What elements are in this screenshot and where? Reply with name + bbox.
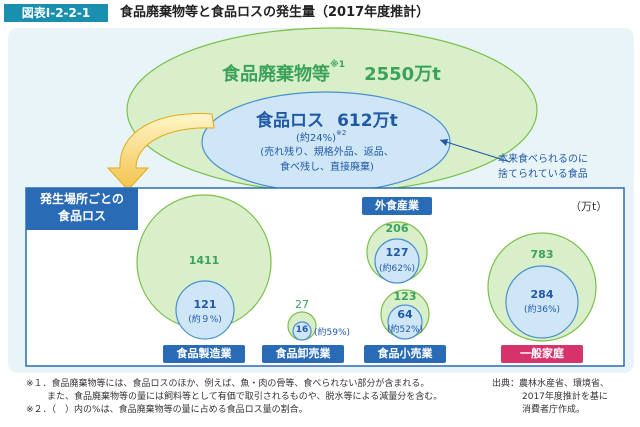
footnote-1-line2: また、食品廃棄物等の量には飼料等として有価で取引されるものや、脱水等による減量分… (47, 392, 443, 402)
food-waste-label: 食品廃棄物等 (222, 64, 330, 85)
manufacturing-loss-circle (175, 280, 235, 340)
sector-heading-line1: 発生場所ごとの (40, 192, 124, 206)
source-line1: 出典：農林水産省、環境省、 (492, 379, 610, 389)
source-line3: 消費者庁作成。 (522, 405, 586, 415)
figure-header: 図表Ⅰ-2-2-1 食品廃棄物等と食品ロスの発生量（2017年度推計） (0, 0, 640, 26)
manufacturing-loss: 121 (193, 298, 217, 311)
callout-arrowhead (440, 139, 448, 146)
food-loss-pct: (約24%) (296, 133, 337, 144)
source-line2: 2017年度推計を基に (522, 392, 608, 402)
sector-label-household: 一般家庭 (501, 345, 583, 363)
food-loss-pct-line: (約24%)※2 (296, 129, 346, 144)
household-total: 783 (530, 248, 554, 261)
food-loss-amount: 612万t (337, 111, 398, 131)
household-loss-circle (505, 265, 579, 339)
footnote-1-line1: ※１．食品廃棄物等には、食品ロスのほか、例えば、魚・肉の骨等、食べられない部分が… (26, 379, 430, 389)
callout-line2: 捨てられている食品 (498, 169, 588, 180)
figure-number: 図表Ⅰ-2-2-1 (4, 4, 108, 22)
wholesale-pct: (約59%) (314, 328, 351, 338)
sector-label-wholesale: 食品卸売業 (262, 345, 344, 363)
food-waste-amount: 2550万t (364, 64, 441, 85)
retail-loss: 64 (397, 308, 413, 321)
household-pct: (約36%) (523, 305, 561, 315)
wholesale-loss-circle (292, 321, 312, 341)
manufacturing-pct: (約９%) (188, 315, 222, 325)
food-loss-label: 食品ロス (256, 111, 324, 131)
wholesale-total: 27 (295, 298, 309, 311)
restaurant-loss: 127 (385, 246, 409, 259)
food-loss-detail: (売れ残り、規格外品、返品、 食べ残し、直接廃棄) (244, 145, 410, 175)
sector-label-restaurant: 外食産業 (362, 197, 432, 215)
retail-loss-circle (387, 304, 423, 340)
retail-total: 123 (393, 290, 417, 303)
household-loss: 284 (530, 288, 554, 301)
food-loss-note-mark: ※2 (336, 129, 347, 137)
retail-pct: (約52%) (386, 325, 424, 335)
food-loss-detail-line2: 食べ残し、直接廃棄) (280, 162, 374, 173)
manufacturing-total: 1411 (188, 254, 220, 267)
footnote-2: ※２．（ ）内の%は、食品廃棄物等の量に占める食品ロス量の割合。 (26, 405, 308, 415)
restaurant-pct: (約62%) (378, 264, 416, 274)
sector-label-retail: 食品小売業 (364, 345, 446, 363)
callout-text: 本来食べられるのに 捨てられている食品 (498, 152, 588, 182)
food-loss-detail-line1: (売れ残り、規格外品、返品、 (260, 147, 394, 158)
sector-heading-box (26, 188, 138, 230)
figure-title: 食品廃棄物等と食品ロスの発生量（2017年度推計） (120, 5, 430, 20)
sector-heading-line2: 食品ロス (57, 209, 106, 223)
food-loss-title: 食品ロス 612万t (256, 106, 398, 131)
sector-heading: 発生場所ごとの 食品ロス (28, 191, 136, 225)
restaurant-total: 206 (385, 222, 409, 235)
restaurant-loss-circle (374, 238, 420, 284)
unit-label: （万t） (570, 200, 608, 213)
wholesale-loss: 16 (295, 325, 309, 335)
food-waste-title: 食品廃棄物等※1 2550万t (222, 60, 441, 86)
sector-label-manufacturing: 食品製造業 (163, 345, 245, 363)
callout-line1: 本来食べられるのに (498, 154, 588, 165)
food-waste-note-mark: ※1 (330, 60, 346, 70)
callout-line (439, 139, 511, 163)
